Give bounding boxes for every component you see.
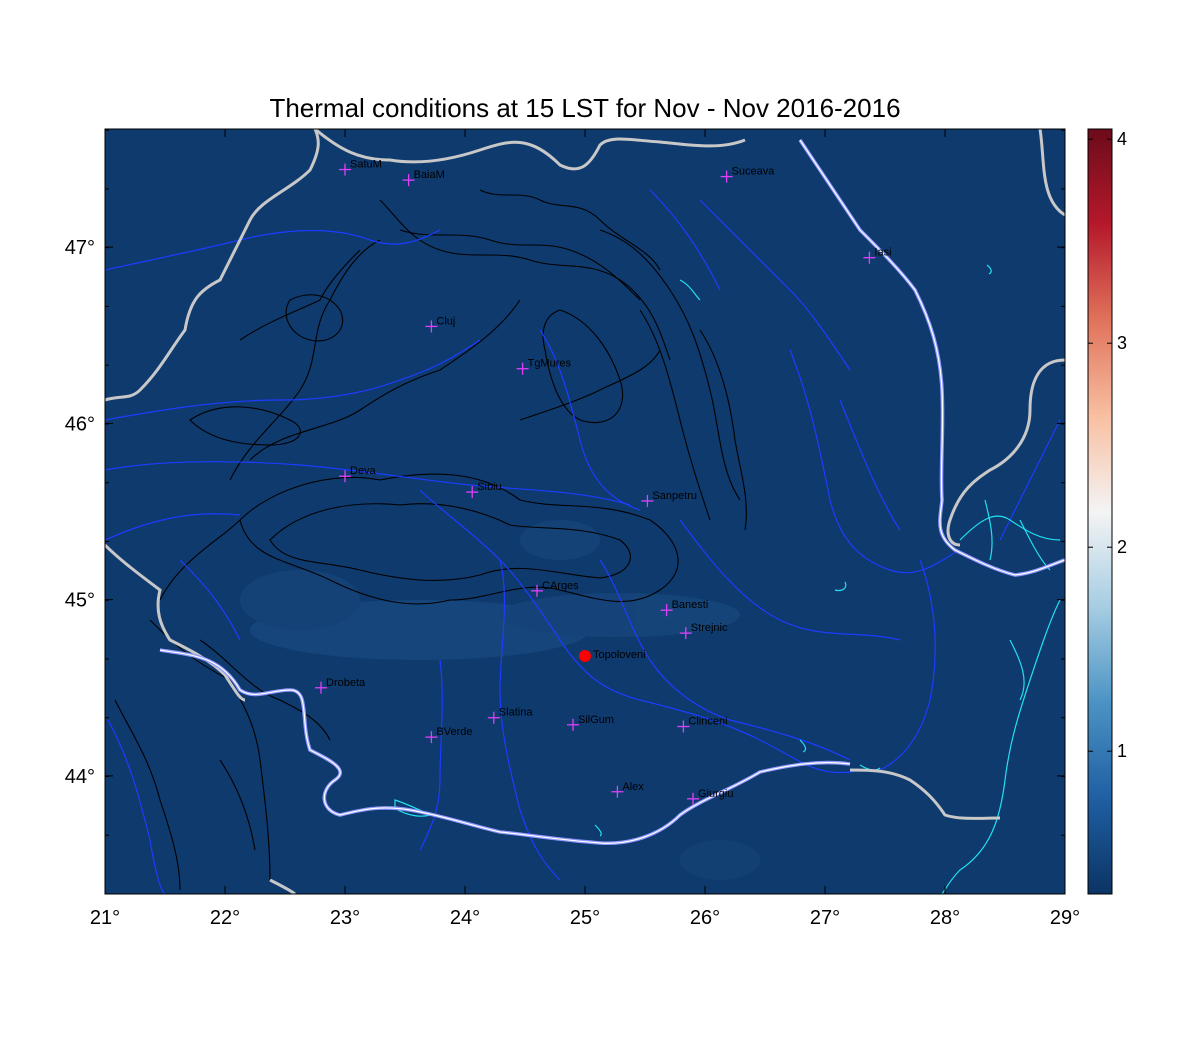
station-label: Iasi (874, 247, 891, 259)
x-tick-label: 25° (570, 907, 600, 929)
station-label: Clinceni (688, 716, 727, 728)
station-label: Slatina (499, 707, 534, 719)
map-panel: SatuM BaiaM Suceava Iasi Cluj TgMures Deva Sibi… (104, 128, 1066, 895)
y-tick-label: 47° (65, 237, 95, 259)
colorbar-tick-label: 1 (1117, 741, 1127, 761)
station-label: Giurgiu (698, 788, 733, 800)
colorbar-tick-label: 2 (1117, 537, 1127, 557)
highlight-station: Topoloveni (579, 649, 646, 663)
station-label: Suceava (732, 166, 776, 178)
terrain-shading (240, 520, 760, 880)
colorbar: 1 2 3 4 (1087, 128, 1127, 895)
station-markers: SatuM BaiaM Suceava Iasi Cluj TgMures Deva Sibi… (315, 159, 892, 805)
colorbar-bar (1087, 128, 1113, 895)
station-strejnic: Strejnic (679, 622, 728, 640)
station-sibiu: Sibiu (466, 481, 502, 499)
x-tick-label: 27° (810, 907, 840, 929)
coastline-and-lakes (394, 264, 1061, 894)
y-tick-label: 45° (65, 590, 95, 612)
station-label: Cluj (436, 315, 455, 327)
station-label: Banesti (672, 599, 709, 611)
x-tick-label: 28° (930, 907, 960, 929)
station-label: SilGum (578, 714, 614, 726)
x-tick-label: 22° (210, 907, 240, 929)
station-alex: Alex (611, 781, 644, 798)
station-label: Drobeta (326, 677, 366, 689)
x-tick-label: 26° (690, 907, 720, 929)
station-label: Sibiu (477, 481, 501, 493)
station-drobeta: Drobeta (315, 677, 366, 694)
station-label: BaiaM (414, 169, 445, 181)
station-tgmures: TgMures (516, 358, 572, 375)
x-tick-label: 24° (450, 907, 480, 929)
station-label: Strejnic (691, 622, 728, 634)
x-tick-label: 23° (330, 907, 360, 929)
danube-prut-border (159, 139, 1065, 846)
topoloveni-label: Topoloveni (593, 649, 646, 661)
map-title: Thermal conditions at 15 LST for Nov - N… (269, 93, 900, 123)
y-tick-label: 46° (65, 413, 95, 435)
rivers (105, 189, 1061, 894)
station-label: Deva (350, 465, 377, 477)
station-slatina: Slatina (487, 707, 534, 724)
station-carges: CArges (531, 580, 579, 597)
country-borders (105, 129, 1065, 894)
station-giurgiu: Giurgiu (687, 788, 733, 805)
y-tick-label: 44° (65, 766, 95, 788)
station-label: CArges (542, 580, 579, 592)
station-label: Sanpetru (652, 490, 697, 502)
station-label: TgMures (528, 358, 572, 370)
station-suceava: Suceava (720, 166, 776, 183)
station-iasi: Iasi (863, 247, 892, 264)
elevation-contours (114, 189, 747, 891)
station-label: BVerde (436, 726, 472, 738)
station-cluj: Cluj (425, 315, 455, 333)
station-deva: Deva (339, 465, 377, 483)
station-silgum: SilGum (567, 714, 614, 731)
station-sanpetru: Sanpetru (641, 490, 697, 507)
x-tick-label: 21° (90, 907, 120, 929)
latitude-tick-labels: 44° 45° 46° 47° (65, 237, 95, 788)
station-clinceni: Clinceni (677, 716, 728, 733)
colorbar-tick-label: 3 (1117, 333, 1127, 353)
longitude-tick-labels: 21° 22° 23° 24° 25° 26° 27° 28° 29° (90, 907, 1080, 929)
map-tick-marks (104, 129, 1066, 895)
colorbar-tick-label: 4 (1117, 129, 1127, 149)
station-satum: SatuM (339, 159, 382, 176)
station-banesti: Banesti (660, 599, 709, 617)
station-baiam: BaiaM (402, 169, 445, 187)
station-label: SatuM (350, 159, 382, 171)
topoloveni-dot (579, 650, 591, 663)
station-bverde: BVerde (425, 726, 472, 744)
station-label: Alex (622, 781, 644, 793)
colorbar-ticks: 1 2 3 4 (1088, 129, 1127, 761)
x-tick-label: 29° (1050, 907, 1080, 929)
